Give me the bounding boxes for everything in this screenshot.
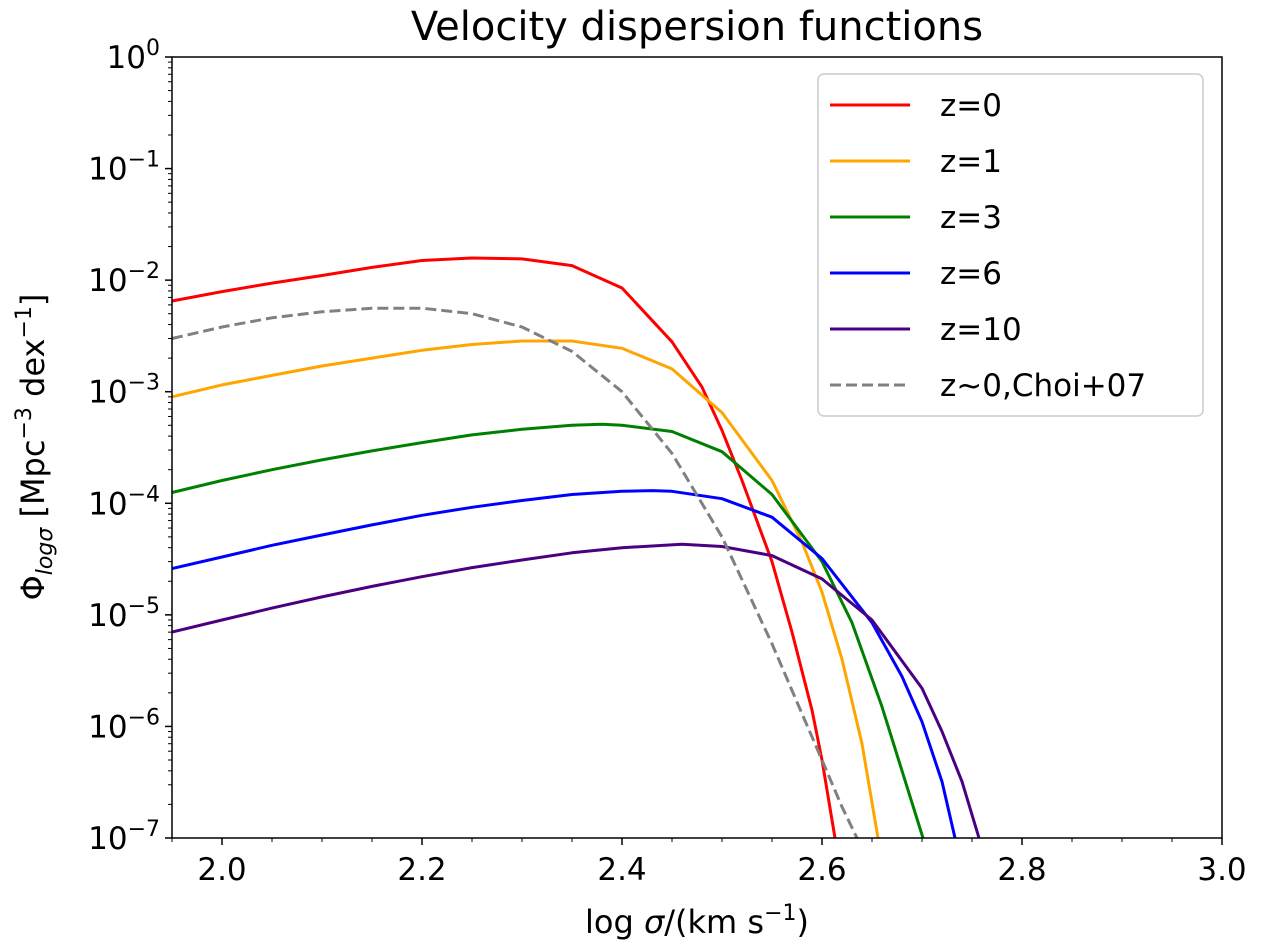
x-axis: 2.0 2.2 2.4 2.6 2.8 3.0 <box>171 838 1247 888</box>
legend: z=0 z=1 z=3 z=6 z=10 z~0,Choi+07 <box>817 73 1204 417</box>
x-tick-label: 2.4 <box>597 852 646 888</box>
series-line-3 <box>171 489 957 839</box>
chart-title: Velocity dispersion functions <box>411 4 983 50</box>
y-axis: 100 10−1 10−2 10−3 10−4 10−5 10−6 10−7 <box>88 36 172 857</box>
series-line-1 <box>171 339 880 839</box>
x-tick-label: 2.0 <box>197 852 246 888</box>
y-tick-label: 10−2 <box>88 259 160 299</box>
legend-label-3: z=6 <box>940 256 1002 292</box>
legend-label-5: z~0,Choi+07 <box>940 368 1146 404</box>
x-tick-label: 2.8 <box>997 852 1046 888</box>
plot-area <box>171 256 981 839</box>
y-tick-label: 10−1 <box>88 148 160 188</box>
series-line-2 <box>171 422 925 839</box>
y-axis-label: Φlogσ [Mpc−3 dex−1] <box>12 294 58 601</box>
y-tick-label: 10−6 <box>88 705 160 745</box>
x-tick-label: 2.6 <box>797 852 846 888</box>
legend-label-1: z=1 <box>940 144 1002 180</box>
y-tick-label: 10−4 <box>88 482 160 522</box>
y-tick-label: 10−5 <box>88 594 160 634</box>
series-line-5 <box>171 306 859 839</box>
x-tick-label: 2.2 <box>397 852 446 888</box>
series-line-4 <box>171 542 981 839</box>
legend-label-4: z=10 <box>940 312 1022 348</box>
plot-frame <box>171 56 1223 839</box>
x-axis-label: log σ/(km s−1) <box>585 901 809 941</box>
y-tick-label: 10−7 <box>88 817 160 857</box>
series-line-0 <box>171 256 837 839</box>
legend-label-0: z=0 <box>940 88 1002 124</box>
y-tick-label: 10−3 <box>88 371 160 411</box>
x-tick-label: 3.0 <box>1197 852 1246 888</box>
y-tick-label: 100 <box>107 36 160 76</box>
legend-box <box>817 73 1204 417</box>
legend-label-2: z=3 <box>940 200 1002 236</box>
